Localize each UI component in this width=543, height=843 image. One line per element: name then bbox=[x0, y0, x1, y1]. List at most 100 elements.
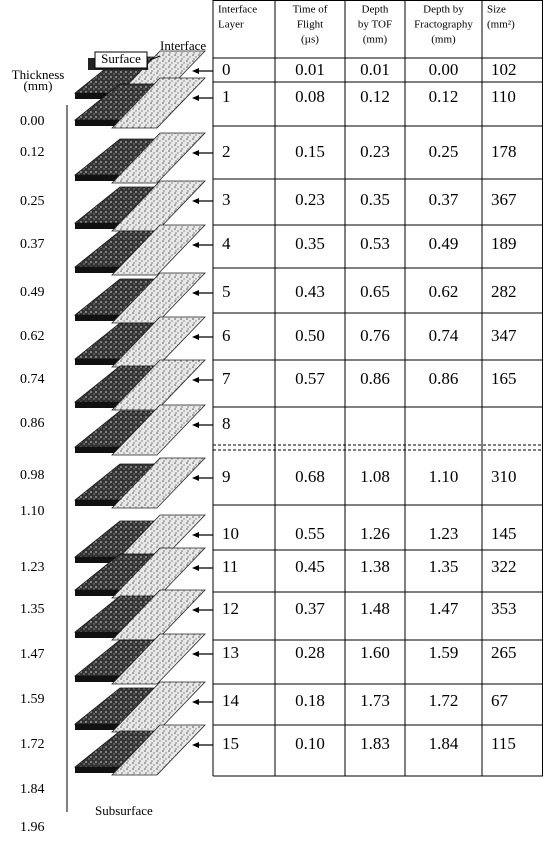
table-cell: 2 bbox=[222, 142, 231, 161]
fracture-plate bbox=[111, 633, 206, 685]
table-cell: 4 bbox=[222, 234, 231, 253]
arrow-head bbox=[192, 532, 199, 538]
table-cell: 0.08 bbox=[295, 87, 325, 106]
plate-edge bbox=[75, 93, 120, 99]
table-cell: 0.12 bbox=[429, 87, 459, 106]
thickness-value: 1.23 bbox=[20, 560, 45, 575]
table-cell: 0.55 bbox=[295, 524, 325, 543]
thickness-value: 0.49 bbox=[20, 285, 45, 300]
table-cell: 1 bbox=[222, 87, 231, 106]
table-cell: 189 bbox=[491, 234, 517, 253]
table-cell: 165 bbox=[491, 369, 517, 388]
surface-label: Surface bbox=[101, 51, 141, 66]
table-cell: 15 bbox=[222, 734, 239, 753]
arrow-head bbox=[192, 607, 199, 613]
table-cell: 1.26 bbox=[360, 524, 390, 543]
table-cell: 0.65 bbox=[360, 282, 390, 301]
table-cell: 145 bbox=[491, 524, 517, 543]
header-cell: Fractography bbox=[414, 19, 473, 31]
arrow-head bbox=[192, 699, 199, 705]
header-cell: (µs) bbox=[301, 34, 319, 46]
table-cell: 0.53 bbox=[360, 234, 390, 253]
plate-edge bbox=[75, 676, 120, 682]
table-cell: 265 bbox=[491, 643, 517, 662]
table-cell: 9 bbox=[222, 467, 231, 486]
header-cell: Interface bbox=[218, 4, 257, 16]
header-cell: Depth bbox=[362, 4, 389, 16]
interface-label: Interface bbox=[160, 38, 206, 53]
plate-edge bbox=[75, 767, 120, 773]
table-cell: 0.76 bbox=[360, 326, 390, 345]
table-cell: 0.00 bbox=[429, 60, 459, 79]
interface-arrow bbox=[149, 55, 161, 61]
fracture-plate bbox=[111, 77, 206, 129]
plate-stack bbox=[66, 50, 213, 812]
plate-edge bbox=[75, 359, 120, 365]
table-cell: 0.37 bbox=[295, 599, 325, 618]
table-cell: 11 bbox=[222, 557, 238, 576]
plate-edge bbox=[75, 120, 120, 126]
plate-edge bbox=[75, 447, 120, 453]
thickness-value: 1.10 bbox=[20, 504, 45, 519]
thickness-value: 0.12 bbox=[20, 145, 45, 160]
arrow-head bbox=[192, 150, 199, 156]
table-cell: 322 bbox=[491, 557, 517, 576]
plate-edge bbox=[75, 557, 120, 563]
table-cell: 0.74 bbox=[429, 326, 459, 345]
table-cell: 1.83 bbox=[360, 734, 390, 753]
table-cell: 178 bbox=[491, 142, 517, 161]
table-cell: 115 bbox=[491, 734, 516, 753]
table-cell: 12 bbox=[222, 599, 239, 618]
table-cell: 0.35 bbox=[360, 190, 390, 209]
header-cell: by TOF bbox=[358, 19, 392, 31]
plate-edge bbox=[75, 724, 120, 730]
fracture-plate bbox=[111, 457, 206, 509]
table-cell: 0.62 bbox=[429, 282, 459, 301]
thickness-value: 0.25 bbox=[20, 194, 45, 209]
arrow-head bbox=[192, 290, 199, 296]
table-cell: 0.01 bbox=[360, 60, 390, 79]
arrow-head bbox=[192, 651, 199, 657]
table-cell: 0.25 bbox=[429, 142, 459, 161]
thickness-value: 0.62 bbox=[20, 329, 45, 344]
table-cell: 8 bbox=[222, 414, 231, 433]
table-cell: 310 bbox=[491, 467, 517, 486]
table-cell: 7 bbox=[222, 369, 231, 388]
table-cell: 0.49 bbox=[429, 234, 459, 253]
fracture-plate bbox=[111, 359, 206, 411]
table-cell: 1.84 bbox=[429, 734, 459, 753]
table-cell: 1.23 bbox=[429, 524, 459, 543]
table-cell: 0.43 bbox=[295, 282, 325, 301]
plate-edge bbox=[75, 267, 120, 273]
header-cell: (mm) bbox=[363, 34, 388, 46]
arrow-head bbox=[192, 475, 199, 481]
table-cell: 1.72 bbox=[429, 691, 459, 710]
plate-edge bbox=[75, 315, 120, 321]
thickness-value: 1.59 bbox=[20, 692, 45, 707]
table-cell: 1.60 bbox=[360, 643, 390, 662]
table-cell: 0.37 bbox=[429, 190, 459, 209]
plate-edge bbox=[75, 223, 120, 229]
table-cell: 0.15 bbox=[295, 142, 325, 161]
table-cell: 0.28 bbox=[295, 643, 325, 662]
axis-title: (mm) bbox=[24, 78, 53, 93]
table-cell: 0.86 bbox=[429, 369, 459, 388]
table-cell: 353 bbox=[491, 599, 517, 618]
thickness-value: 0.37 bbox=[20, 237, 45, 252]
table-cell: 1.38 bbox=[360, 557, 390, 576]
table-cell: 1.73 bbox=[360, 691, 390, 710]
thickness-value: 0.86 bbox=[20, 416, 45, 431]
table-cell: 1.35 bbox=[429, 557, 459, 576]
table-cell: 282 bbox=[491, 282, 517, 301]
table-cell: 67 bbox=[491, 691, 509, 710]
header-cell: Time of bbox=[293, 4, 328, 16]
table: Interface Layer Time of Flight (µs) Depth by T… bbox=[212, 0, 543, 777]
arrow-head bbox=[192, 198, 199, 204]
plate-edge bbox=[75, 175, 120, 181]
table-cell: 14 bbox=[222, 691, 240, 710]
arrow-head bbox=[192, 422, 199, 428]
arrow-head bbox=[192, 242, 199, 248]
table-cell: 1.47 bbox=[429, 599, 459, 618]
arrow-head bbox=[192, 742, 199, 748]
